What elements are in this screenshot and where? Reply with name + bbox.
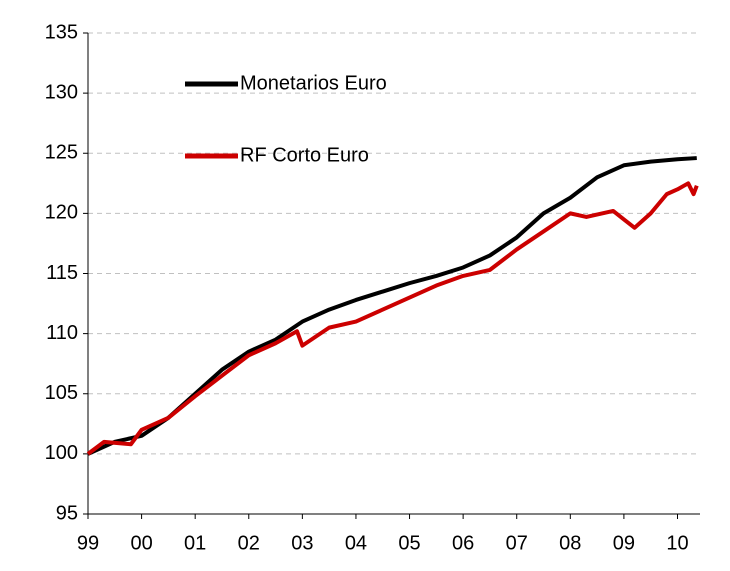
legend-label: RF Corto Euro: [240, 144, 369, 166]
x-tick-label: 06: [452, 532, 474, 554]
series-line: [86, 181, 699, 456]
y-tick-label: 135: [45, 21, 78, 43]
y-tick-label: 125: [45, 142, 78, 164]
x-tick-label: 05: [398, 532, 420, 554]
x-tick-label: 99: [77, 532, 99, 554]
x-tick-label: 08: [559, 532, 581, 554]
legend-label: Monetarios Euro: [240, 72, 387, 94]
y-tick-label: 110: [46, 322, 78, 344]
x-tick-label: 03: [291, 532, 313, 554]
x-tick-label: 09: [613, 532, 635, 554]
x-tick-label: 10: [666, 532, 688, 554]
x-tick-label: 04: [345, 532, 367, 554]
y-tick-label: 120: [45, 202, 78, 224]
y-tick-label: 115: [46, 262, 78, 284]
y-tick-label: 105: [45, 382, 78, 404]
x-tick-label: 02: [238, 532, 260, 554]
y-tick-label: 95: [56, 502, 78, 524]
x-tick-label: 01: [184, 532, 206, 554]
y-tick-label: 100: [45, 442, 78, 464]
x-tick-label: 00: [130, 532, 152, 554]
y-tick-label: 130: [45, 81, 78, 103]
x-tick-label: 07: [506, 532, 528, 554]
